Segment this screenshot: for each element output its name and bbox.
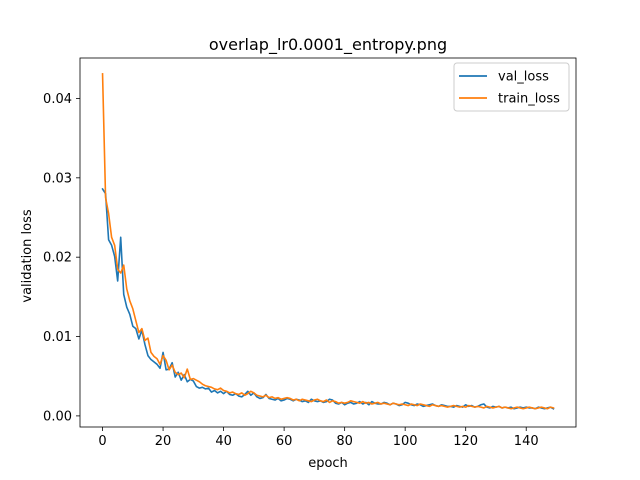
y-tick-label: 0.02 (43, 251, 72, 266)
x-tick-label: 140 (514, 434, 539, 449)
y-axis-label: validation loss (20, 209, 35, 302)
legend-label-train-loss: train_loss (498, 92, 560, 107)
x-axis-label: epoch (308, 456, 348, 471)
x-tick-label: 80 (336, 434, 353, 449)
legend-label-val-loss: val_loss (498, 70, 549, 85)
x-tick-label: 60 (276, 434, 293, 449)
x-tick-label: 100 (393, 434, 418, 449)
y-tick-label: 0.03 (43, 171, 72, 186)
y-axis: 0.00 0.01 0.02 0.03 0.04 (43, 92, 80, 424)
y-tick-label: 0.04 (43, 92, 72, 107)
x-tick-label: 120 (453, 434, 478, 449)
chart-title: overlap_lr0.0001_entropy.png (209, 35, 447, 55)
legend: val_loss train_loss (453, 62, 570, 112)
x-axis: 0 20 40 60 80 100 120 140 (98, 427, 539, 449)
y-tick-label: 0.00 (43, 409, 72, 424)
legend-box (453, 62, 570, 112)
series-line-train-loss (101, 73, 555, 410)
x-tick-label: 0 (98, 434, 106, 449)
x-tick-label: 20 (155, 434, 172, 449)
plot-area (79, 57, 577, 428)
y-tick-label: 0.01 (43, 330, 72, 345)
axes-frame (79, 57, 577, 428)
x-tick-label: 40 (215, 434, 232, 449)
